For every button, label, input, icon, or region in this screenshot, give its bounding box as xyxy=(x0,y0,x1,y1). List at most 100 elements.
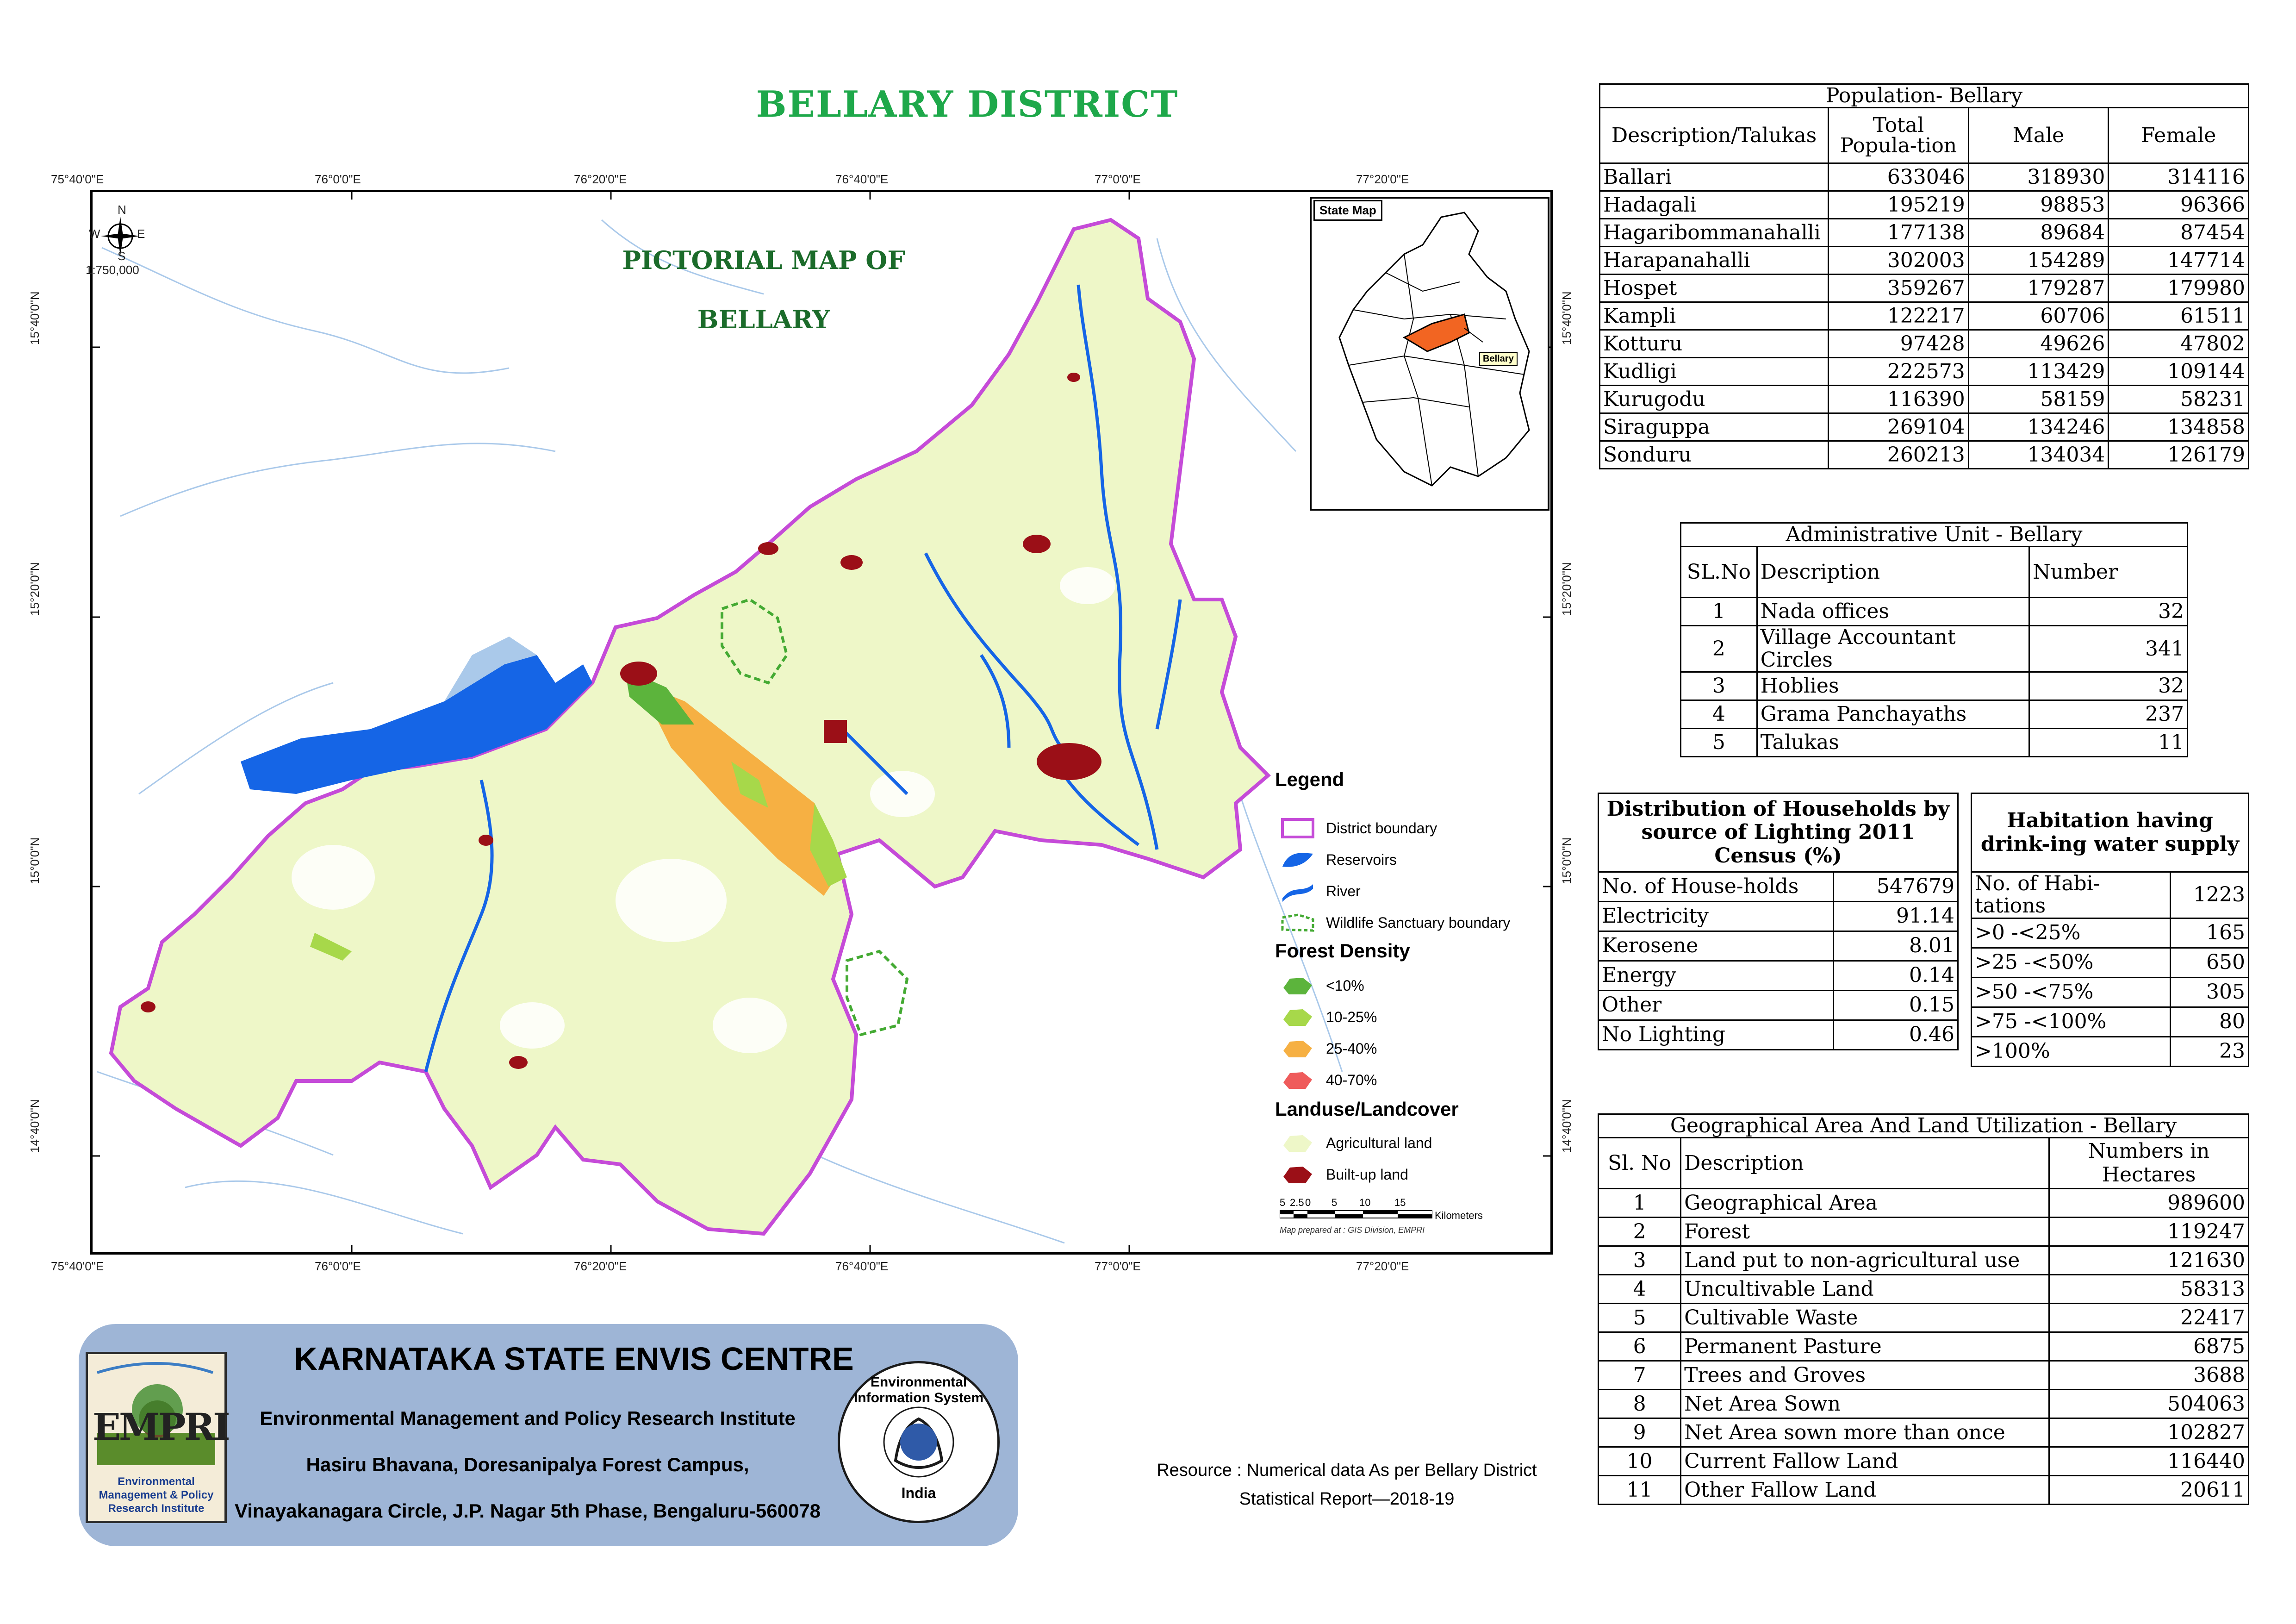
population-row-cell: 126179 xyxy=(2108,440,2249,470)
compass-w: W xyxy=(89,227,100,241)
land-row-cell: 102827 xyxy=(2048,1418,2250,1448)
land-row-cell: 3688 xyxy=(2048,1360,2250,1391)
admin-row-cell: 1 xyxy=(1680,597,1758,627)
water-row: No. of Habi-tations 1223 xyxy=(1971,871,2250,919)
water-row-cell: >75 -<100% xyxy=(1971,1006,2171,1037)
legend: Legend District boundary Reservoirs Rive… xyxy=(1275,768,1553,1241)
non-agri-patches xyxy=(292,567,1115,1053)
admin-row-cell: Hoblies xyxy=(1756,671,2030,701)
bottom-tick-label: 76°40'0"E xyxy=(835,1259,889,1273)
population-row-cell: 633046 xyxy=(1828,162,1969,192)
right-tick-label: 15°0'0"N xyxy=(1560,837,1574,884)
land-header-hectares: Numbers in Hectares xyxy=(2048,1137,2250,1190)
population-row-cell: Hospet xyxy=(1599,274,1829,303)
water-row-cell: 650 xyxy=(2169,947,2250,978)
population-row-cell: Kurugodu xyxy=(1599,385,1829,414)
eis-logo-country: India xyxy=(901,1485,936,1501)
left-tick-label: 15°0'0"N xyxy=(28,837,42,884)
land-row-cell: 6875 xyxy=(2048,1331,2250,1362)
population-row: Kurugodu 116390 58159 58231 xyxy=(1599,385,2249,414)
land-row-cell: 504063 xyxy=(2048,1389,2250,1419)
lighting-row: No Lighting 0.46 xyxy=(1597,1019,1959,1050)
land-row-cell: 1 xyxy=(1597,1188,1682,1218)
population-row-cell: Siraguppa xyxy=(1599,412,1829,442)
pictorial-title-line2: BELLARY xyxy=(697,305,830,334)
population-row: Hospet 359267 179287 179980 xyxy=(1599,274,2249,303)
population-row-cell: 134034 xyxy=(1967,440,2109,470)
population-row-cell: 89684 xyxy=(1967,218,2109,248)
empri-logo-text: EMPRI xyxy=(93,1405,230,1449)
population-row-cell: 113429 xyxy=(1967,357,2109,387)
land-row-cell: 116440 xyxy=(2048,1446,2250,1477)
scale-tick-label: 5 xyxy=(1332,1197,1338,1208)
inset-title: State Map xyxy=(1313,200,1382,221)
water-row: >0 -<25% 165 xyxy=(1971,917,2250,949)
land-row-cell: Geographical Area xyxy=(1680,1188,2050,1218)
population-row-cell: 314116 xyxy=(2108,162,2249,192)
population-row-cell: 269104 xyxy=(1828,412,1969,442)
legend-agri: Agricultural land xyxy=(1326,1134,1432,1151)
legend-title: Legend xyxy=(1275,768,1344,790)
lighting-row-cell: No. of House-holds xyxy=(1597,871,1835,902)
land-row-cell: Cultivable Waste xyxy=(1680,1303,2050,1333)
population-row: Kampli 122217 60706 61511 xyxy=(1599,301,2249,331)
population-row-cell: Kampli xyxy=(1599,301,1829,331)
water-caption: Habitation having drink-ing water supply xyxy=(1971,793,2249,873)
state-map-inset[interactable] xyxy=(1310,197,1549,511)
pop-header-female: Female xyxy=(2108,107,2249,164)
water-row-cell: >100% xyxy=(1971,1036,2171,1067)
admin-row-cell: 32 xyxy=(2028,597,2188,627)
admin-header-slno: SL.No xyxy=(1680,546,1758,599)
population-row-cell: 109144 xyxy=(2108,357,2249,387)
admin-row-cell: Talukas xyxy=(1756,728,2030,758)
resource-line1: Resource : Numerical data As per Bellary… xyxy=(1157,1461,1537,1480)
population-row: Siraguppa 269104 134246 134858 xyxy=(1599,412,2249,442)
water-row: >100% 23 xyxy=(1971,1036,2250,1067)
sanctuary-swatch-icon xyxy=(1281,913,1314,932)
admin-row: 3 Hoblies 32 xyxy=(1680,671,2188,701)
lighting-row: Electricity 91.14 xyxy=(1597,901,1959,932)
population-row-cell: Kotturu xyxy=(1599,329,1829,359)
legend-forest-3: 25-40% xyxy=(1326,1040,1377,1057)
builtup-areas xyxy=(141,373,1101,1069)
empri-logo: EMPRI Environmental Management & Policy … xyxy=(86,1352,230,1523)
lighting-row-cell: Other xyxy=(1597,990,1835,1021)
forest-25-40-swatch-icon xyxy=(1283,1041,1312,1057)
land-row-cell: 3 xyxy=(1597,1245,1682,1276)
reservoir-light-shape xyxy=(444,637,537,701)
land-row-cell: 5 xyxy=(1597,1303,1682,1333)
admin-row: 2 Village Accountant Circles 341 xyxy=(1680,625,2188,673)
right-tick-label: 15°40'0"N xyxy=(1560,291,1574,345)
land-row: 3 Land put to non-agricultural use 121630 xyxy=(1597,1245,2250,1276)
reservoir-swatch-icon xyxy=(1282,853,1313,867)
forest-density-title: Forest Density xyxy=(1275,940,1410,962)
pop-header-total: Total Popula-tion xyxy=(1828,107,1969,164)
lighting-row: Other 0.15 xyxy=(1597,990,1959,1021)
land-caption: Geographical Area And Land Utilization -… xyxy=(1598,1113,2249,1139)
land-row-cell: Permanent Pasture xyxy=(1680,1331,2050,1362)
lighting-row: No. of House-holds 547679 xyxy=(1597,871,1959,902)
scale-ratio: 1:750,000 xyxy=(86,263,139,277)
population-row-cell: 260213 xyxy=(1828,440,1969,470)
scale-bar: 5 2.5 0 5 10 15 Kilometers Map prepared at : … xyxy=(1280,1197,1557,1238)
land-row-cell: Other Fallow Land xyxy=(1680,1475,2050,1505)
landuse-title: Landuse/Landcover xyxy=(1275,1098,1459,1120)
river-swatch-icon xyxy=(1282,884,1313,902)
top-tick-label: 75°40'0"E xyxy=(51,172,104,186)
eis-logo-text: Environmental Information System xyxy=(853,1374,984,1405)
scale-tick-label: 10 xyxy=(1359,1197,1371,1208)
sanctuary-boundaries xyxy=(721,598,909,1037)
land-row-cell: 6 xyxy=(1597,1331,1682,1362)
population-row-cell: 318930 xyxy=(1967,162,2109,192)
land-table: Geographical Area And Land Utilization -… xyxy=(1597,1113,2250,1505)
lighting-row: Kerosene 8.01 xyxy=(1597,931,1959,962)
land-row-cell: 22417 xyxy=(2048,1303,2250,1333)
water-row-cell: >0 -<25% xyxy=(1971,917,2171,949)
land-header-slno: Sl. No xyxy=(1597,1137,1682,1190)
population-row: Kotturu 97428 49626 47802 xyxy=(1599,329,2249,359)
population-table: Population- Bellary Description/Talukas … xyxy=(1599,83,2249,470)
bottom-tick-label: 76°0'0"E xyxy=(315,1259,361,1273)
admin-row-cell: 11 xyxy=(2028,728,2188,758)
envis-line3: Vinayakanagara Circle, J.P. Nagar 5th Ph… xyxy=(234,1500,821,1522)
population-row-cell: Hadagali xyxy=(1599,190,1829,220)
